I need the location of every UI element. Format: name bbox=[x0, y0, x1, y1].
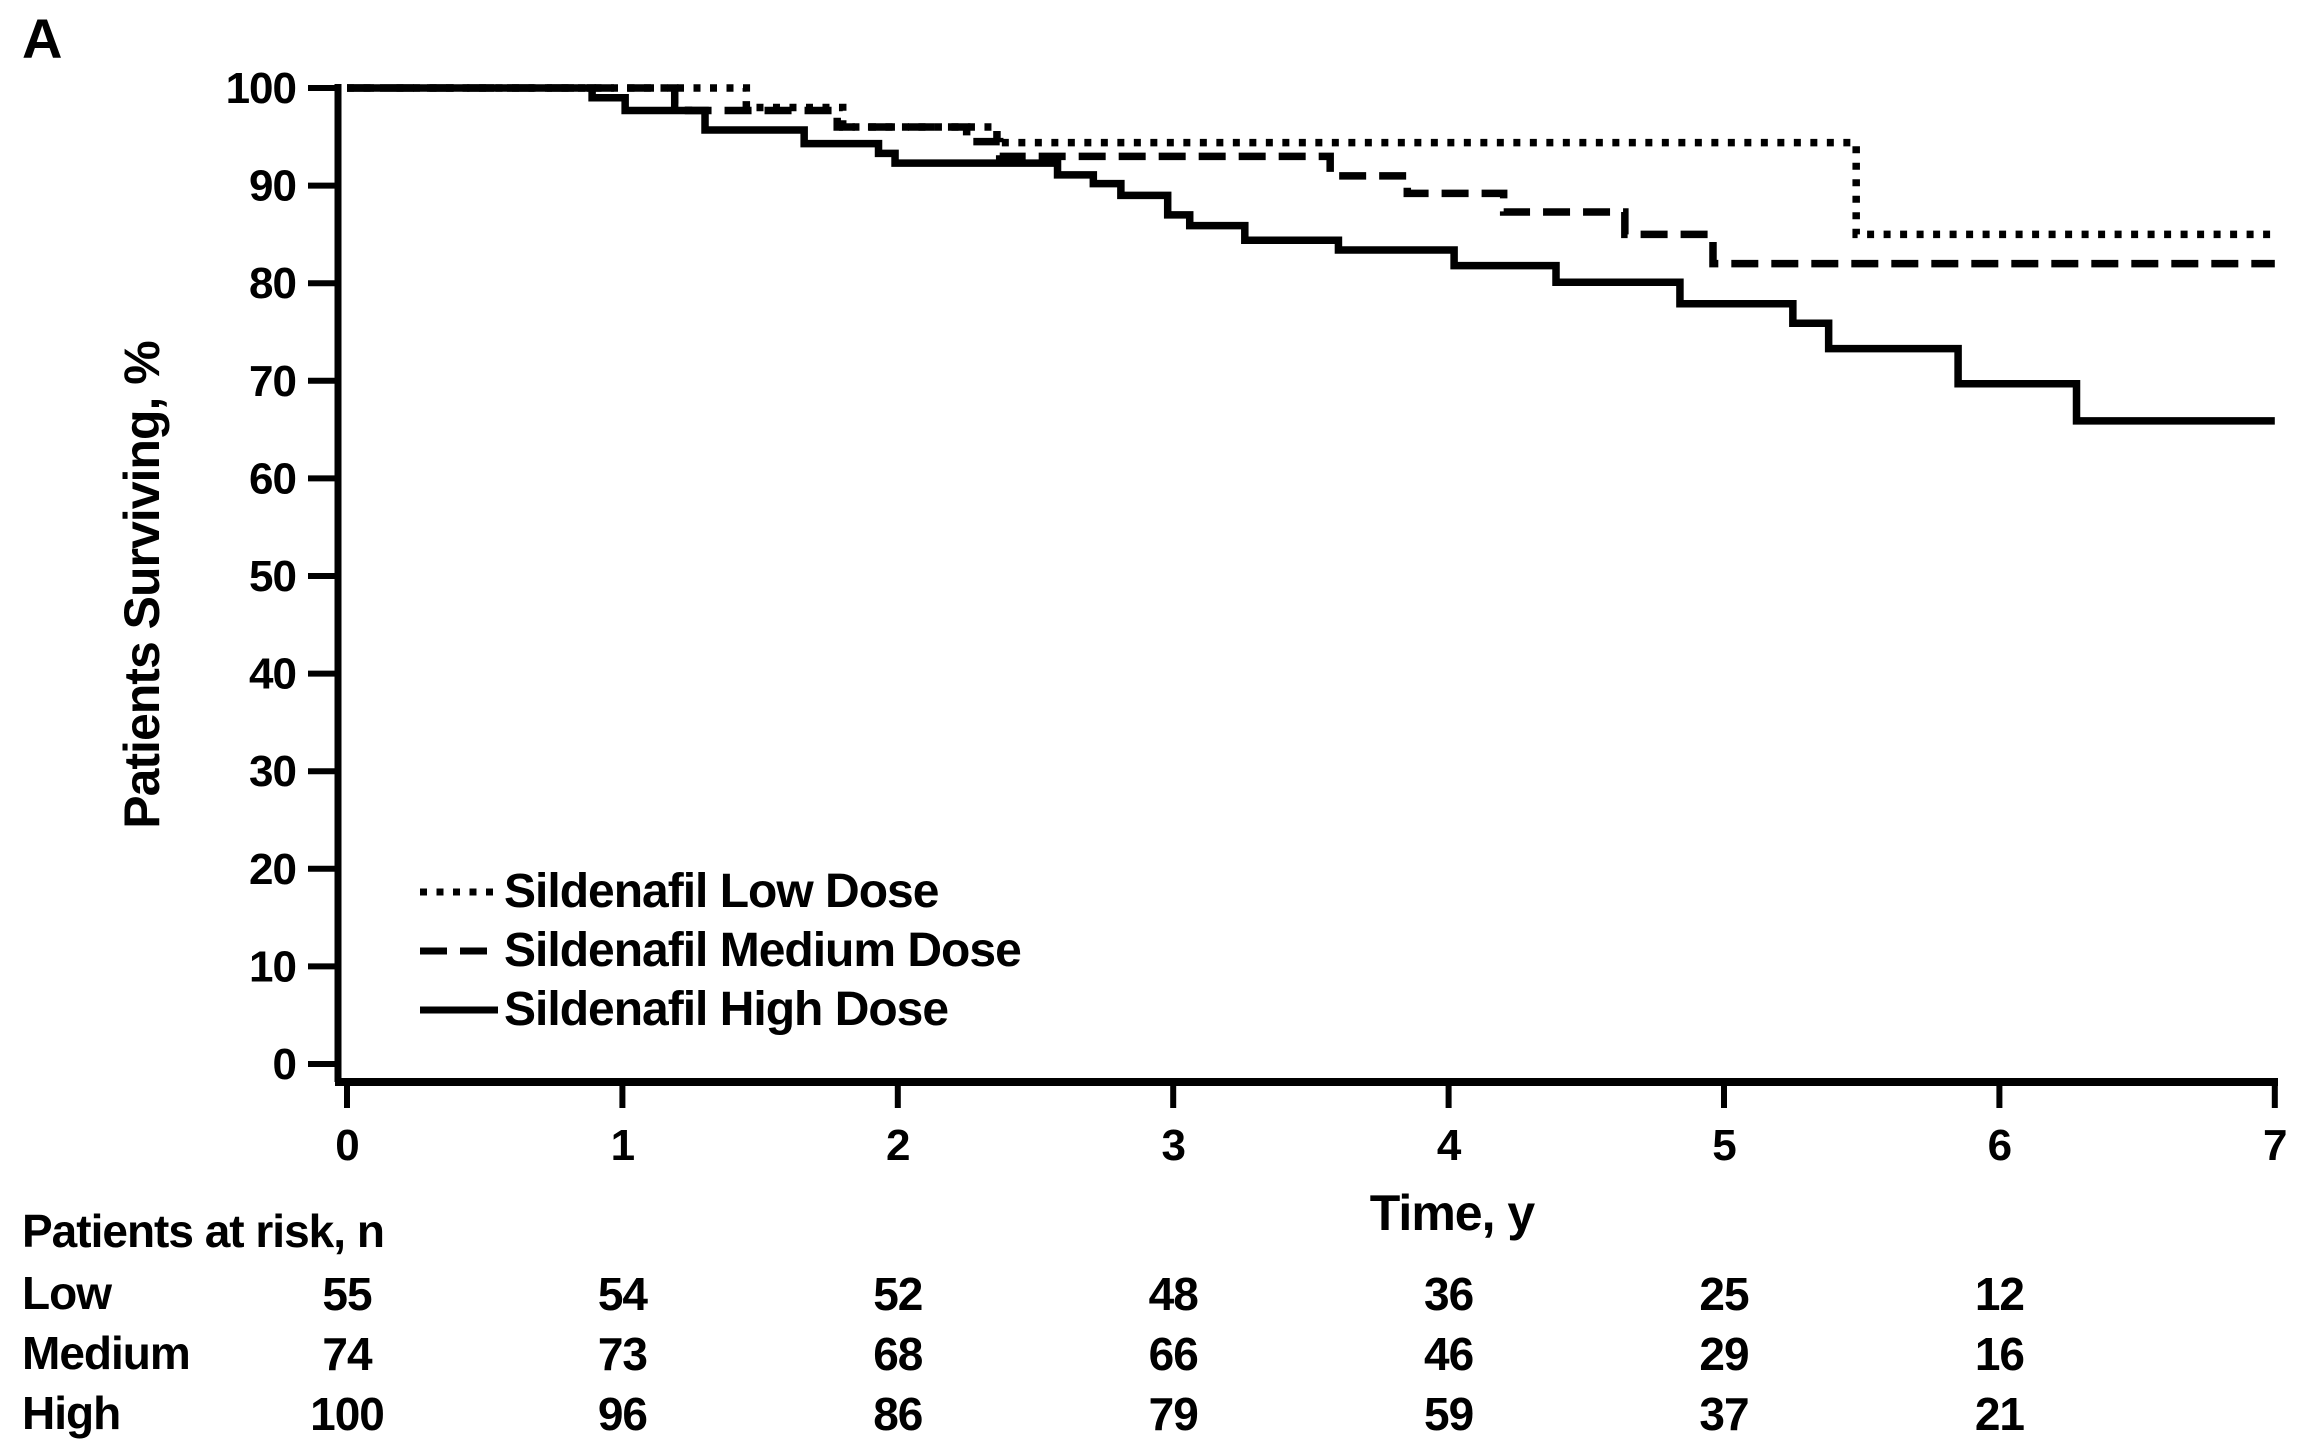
legend-item-dotted: Sildenafil Low Dose bbox=[420, 862, 1021, 921]
x-tick-label: 1 bbox=[611, 1121, 635, 1170]
y-tick-label: 70 bbox=[249, 357, 296, 406]
x-tick-label: 4 bbox=[1437, 1121, 1462, 1170]
risk-row-label-low: Low bbox=[22, 1267, 112, 1319]
risk-table-title: Patients at risk, n bbox=[22, 1205, 385, 1257]
series-solid-curve bbox=[347, 84, 2275, 425]
legend-label: Sildenafil Medium Dose bbox=[504, 924, 1022, 977]
risk-value: 29 bbox=[1699, 1328, 1748, 1380]
risk-value: 86 bbox=[873, 1388, 922, 1440]
y-tick-label: 90 bbox=[249, 162, 296, 211]
y-tick-label: 80 bbox=[249, 259, 296, 308]
y-tick-label: 60 bbox=[249, 454, 296, 503]
y-tick-label: 50 bbox=[249, 552, 296, 601]
x-tick-label: 3 bbox=[1161, 1121, 1184, 1170]
risk-value: 66 bbox=[1149, 1328, 1198, 1380]
risk-value: 21 bbox=[1975, 1388, 2025, 1440]
y-axis-title: Patients Surviving, % bbox=[114, 341, 170, 829]
risk-value: 25 bbox=[1699, 1268, 1749, 1320]
x-axis-title: Time, y bbox=[1369, 1185, 1535, 1241]
risk-value: 73 bbox=[598, 1328, 647, 1380]
legend: Sildenafil Low Dose Sildenafil Medium Dos… bbox=[420, 862, 1022, 1039]
risk-value: 46 bbox=[1424, 1328, 1473, 1380]
legend-item-solid: Sildenafil High Dose bbox=[420, 980, 1021, 1039]
risk-value: 48 bbox=[1149, 1268, 1199, 1320]
panel-label: A bbox=[22, 7, 63, 70]
risk-value: 59 bbox=[1424, 1388, 1473, 1440]
y-tick-label: 100 bbox=[226, 64, 296, 113]
risk-value: 12 bbox=[1975, 1268, 2024, 1320]
y-tick-label: 30 bbox=[249, 747, 296, 796]
risk-value: 100 bbox=[310, 1388, 384, 1440]
y-tick-label: 20 bbox=[249, 845, 296, 894]
risk-value: 96 bbox=[598, 1388, 647, 1440]
risk-value: 54 bbox=[598, 1268, 649, 1320]
risk-value: 55 bbox=[322, 1268, 372, 1320]
x-tick-label: 5 bbox=[1712, 1121, 1736, 1170]
x-tick-label: 7 bbox=[2263, 1121, 2286, 1170]
risk-value: 36 bbox=[1424, 1268, 1473, 1320]
y-tick-label: 0 bbox=[273, 1040, 296, 1089]
x-tick-label: 2 bbox=[886, 1121, 909, 1170]
y-tick-label: 10 bbox=[249, 942, 296, 991]
legend-label: Sildenafil Low Dose bbox=[504, 865, 939, 918]
solid-line-swatch-icon bbox=[420, 1006, 498, 1013]
dashed-line-swatch-icon bbox=[420, 947, 498, 954]
risk-value: 16 bbox=[1975, 1328, 2024, 1380]
risk-value: 74 bbox=[322, 1328, 373, 1380]
x-tick-label: 6 bbox=[1988, 1121, 2011, 1170]
risk-value: 68 bbox=[873, 1328, 923, 1380]
x-tick-label: 0 bbox=[335, 1121, 358, 1170]
series-dashed-curve bbox=[347, 84, 2275, 268]
risk-row-label-high: High bbox=[22, 1387, 121, 1439]
risk-row-label-medium: Medium bbox=[22, 1327, 191, 1379]
risk-value: 79 bbox=[1149, 1388, 1198, 1440]
risk-value: 37 bbox=[1699, 1388, 1748, 1440]
y-tick-label: 40 bbox=[249, 650, 296, 699]
dotted-line-swatch-icon bbox=[420, 888, 498, 895]
series-dotted-curve bbox=[347, 84, 2275, 239]
legend-label: Sildenafil High Dose bbox=[504, 983, 949, 1036]
legend-item-dashed: Sildenafil Medium Dose bbox=[420, 921, 1022, 980]
risk-value: 52 bbox=[873, 1268, 922, 1320]
